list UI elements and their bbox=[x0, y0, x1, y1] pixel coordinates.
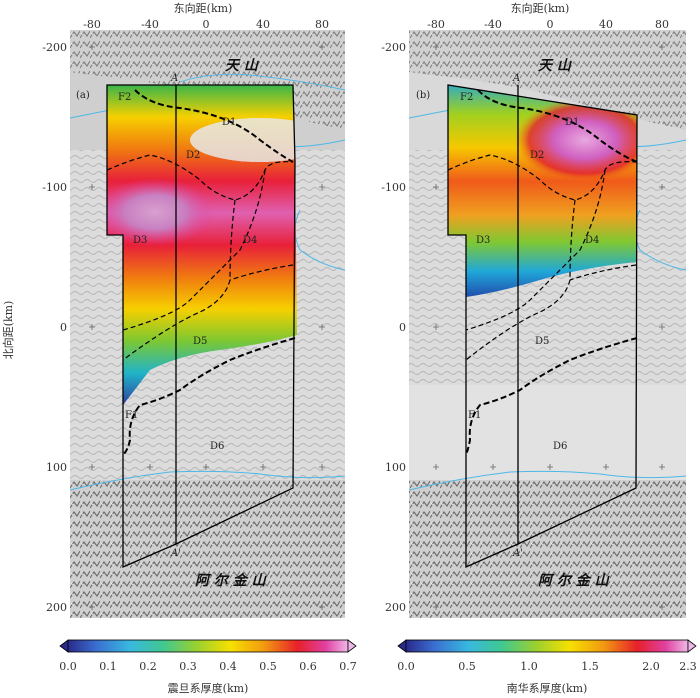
map-panel-a: -80 -40 0 40 80 -200 -100 0 100 200 (a) … bbox=[42, 18, 346, 618]
basin-plain bbox=[409, 385, 686, 480]
mountain-label-tianshan: 天 山 bbox=[225, 58, 260, 74]
colorbar-title: 南华系厚度(km) bbox=[507, 681, 588, 695]
zone-label: D2 bbox=[186, 150, 200, 161]
y-tick-label: 200 bbox=[46, 601, 67, 614]
zone-label: D4 bbox=[243, 235, 257, 246]
colorbar-arrow-left bbox=[397, 639, 407, 653]
fault-line bbox=[477, 89, 638, 163]
y-tick-label: 200 bbox=[385, 601, 406, 614]
fault-line bbox=[122, 337, 296, 456]
fault-label-f1: F1 bbox=[125, 410, 138, 421]
y-tick-label: 100 bbox=[46, 461, 67, 474]
zone-boundary bbox=[569, 264, 637, 281]
study-area-outline bbox=[447, 84, 638, 568]
x-tick-label: -40 bbox=[141, 18, 159, 31]
colorbar-tick-label: 2.3 bbox=[679, 660, 697, 673]
colorbar-a: 0.0 0.1 0.2 0.3 0.4 0.5 0.6 0.7 震旦系厚度(km… bbox=[59, 639, 357, 695]
colorbar-tick-label: 0.7 bbox=[339, 660, 357, 673]
tianshan-relief bbox=[409, 30, 686, 130]
x-tick-label: 0 bbox=[203, 18, 210, 31]
thickness-fill-b bbox=[448, 85, 637, 297]
colorbar-tick-label: 0.3 bbox=[179, 660, 197, 673]
zone-label: D5 bbox=[535, 336, 549, 347]
y-axis-title: 北向距(km) bbox=[1, 301, 15, 360]
colorbar-arrow-left bbox=[59, 639, 69, 653]
x-axis-title-b: 东向距(km) bbox=[511, 1, 570, 15]
profile-label-a-prime: A' bbox=[170, 548, 181, 559]
zone-label: D6 bbox=[210, 441, 224, 452]
fault-label-f2: F2 bbox=[118, 92, 131, 103]
x-tick-label: -40 bbox=[484, 18, 502, 31]
colorbar-arrow-right bbox=[687, 639, 697, 653]
zone-boundary bbox=[106, 154, 294, 201]
profile-label-a: A bbox=[512, 73, 520, 84]
colorbar-tick-label: 0.2 bbox=[139, 660, 157, 673]
colorbar-tick-label: 0.5 bbox=[259, 660, 277, 673]
zone-label: D2 bbox=[530, 150, 544, 161]
fault-line bbox=[134, 89, 294, 163]
zone-label: D1 bbox=[565, 117, 579, 128]
y-tick-label: 0 bbox=[399, 321, 406, 334]
x-tick-label: 80 bbox=[655, 18, 669, 31]
colorbar-tick-label: 0.0 bbox=[59, 660, 77, 673]
x-tick-label: 0 bbox=[547, 18, 554, 31]
x-tick-label: 40 bbox=[599, 18, 613, 31]
mountain-label-tianshan: 天 山 bbox=[538, 58, 573, 74]
colorbar-title: 震旦系厚度(km) bbox=[168, 681, 249, 695]
colorbar-tick-label: 0.0 bbox=[397, 660, 415, 673]
colorbar-tick-label: 0.5 bbox=[458, 660, 476, 673]
zone-label: D6 bbox=[553, 441, 567, 452]
zone-label: D3 bbox=[133, 235, 147, 246]
colorbar-b: 0.0 0.5 1.0 1.5 2.0 2.3 南华系厚度(km) bbox=[397, 639, 697, 695]
colorbar-ramp bbox=[67, 639, 349, 653]
panel-tag: (a) bbox=[76, 90, 90, 101]
x-tick-label: 80 bbox=[315, 18, 329, 31]
y-tick-label: -200 bbox=[42, 41, 67, 54]
x-axis-title-a: 东向距(km) bbox=[174, 1, 233, 15]
mountain-label-altun: 阿 尔 金 山 bbox=[538, 572, 611, 589]
zone-label: D5 bbox=[193, 336, 207, 347]
y-tick-label: -200 bbox=[381, 41, 406, 54]
panel-tag: (b) bbox=[416, 90, 430, 101]
colorbar-arrow-right bbox=[347, 639, 357, 653]
zone-label: D4 bbox=[585, 235, 599, 246]
colorbar-tick-label: 0.4 bbox=[219, 660, 237, 673]
colorbar-tick-label: 0.6 bbox=[299, 660, 317, 673]
mountain-label-altun: 阿 尔 金 山 bbox=[195, 572, 268, 589]
river-line bbox=[179, 73, 346, 91]
colorbar-tick-label: 0.1 bbox=[99, 660, 117, 673]
zone-label: D1 bbox=[222, 117, 236, 128]
thickness-fill-a bbox=[107, 85, 297, 405]
altun-relief bbox=[70, 480, 345, 618]
x-tick-label: -80 bbox=[427, 18, 445, 31]
zone-boundary bbox=[122, 199, 236, 361]
fault-line bbox=[465, 337, 638, 456]
river-line bbox=[294, 209, 346, 271]
y-tick-label: -100 bbox=[381, 181, 406, 194]
colorbar-tick-label: 2.0 bbox=[642, 660, 660, 673]
y-tick-label: 0 bbox=[60, 321, 67, 334]
zone-label: D3 bbox=[476, 235, 490, 246]
colorbar-tick-label: 1.5 bbox=[581, 660, 599, 673]
y-tick-label: -100 bbox=[42, 181, 67, 194]
colorbar-tick-label: 1.0 bbox=[520, 660, 538, 673]
zone-boundary bbox=[229, 264, 294, 281]
zone-boundary bbox=[447, 154, 638, 201]
altun-relief bbox=[409, 480, 686, 618]
fault-label-f2: F2 bbox=[460, 92, 473, 103]
profile-label-a-prime: A' bbox=[512, 548, 523, 559]
river-line bbox=[69, 470, 346, 491]
map-panel-b: -80 -40 0 40 80 -200 -100 0 100 200 (b) … bbox=[381, 18, 687, 618]
grid-crosses bbox=[89, 44, 325, 610]
profile-label-a: A bbox=[170, 73, 178, 84]
river-line bbox=[408, 470, 687, 491]
x-tick-label: 40 bbox=[256, 18, 270, 31]
fault-label-f1: F1 bbox=[468, 410, 481, 421]
x-tick-label: -80 bbox=[83, 18, 101, 31]
grid-crosses bbox=[433, 44, 665, 610]
colorbar-ramp bbox=[405, 639, 689, 653]
y-tick-label: 100 bbox=[385, 461, 406, 474]
zone-boundary bbox=[465, 199, 576, 361]
